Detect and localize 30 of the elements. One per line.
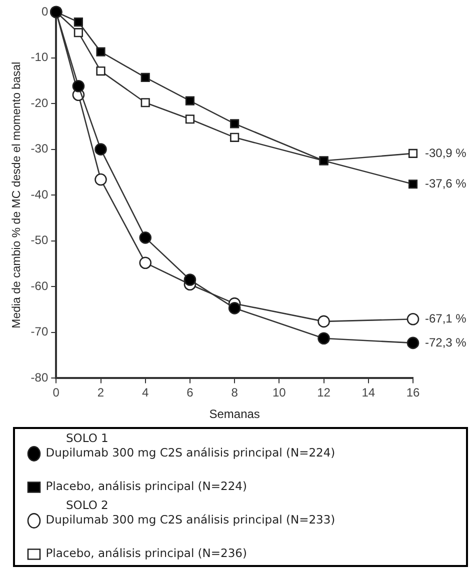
y-tick-label: -80	[30, 370, 48, 385]
x-tick-label: 2	[97, 386, 104, 400]
text: SOLO 1	[66, 431, 108, 446]
legend-label: Placebo, análisis principal (N=236)	[46, 546, 247, 560]
data-label: -30,9 %	[425, 146, 467, 160]
y-tick-label: -30	[30, 142, 48, 156]
y-tick-label: 0	[41, 4, 48, 18]
x-tick-label: 10	[272, 386, 286, 400]
x-tick-label: 16	[406, 386, 420, 400]
x-tick-label: 4	[142, 386, 150, 400]
legend-label: Placebo, análisis principal (N=224)	[46, 479, 247, 494]
x-axis-title: Semanas	[209, 407, 260, 422]
x-tick-label: 8	[231, 386, 238, 400]
y-axis-title: Media de cambio % de MC desde el momento basal	[11, 62, 24, 328]
data-label: -67,1 %	[425, 311, 467, 326]
x-tick-label: 12	[317, 386, 331, 400]
y-tick-label: -50	[30, 233, 48, 248]
y-tick-label: -60	[30, 278, 48, 293]
x-tick-label: 6	[186, 386, 194, 400]
legend-label: Dupilumab 300 mg C2S análisis principal (N=233)	[46, 512, 336, 527]
x-tick-label: 0	[52, 386, 60, 400]
x-tick-label: 14	[362, 386, 376, 400]
legend-label: Dupilumab 300 mg C2S análisis principal (N=224)	[46, 446, 336, 460]
y-tick-label: -20	[30, 96, 48, 110]
text: SOLO 2	[66, 498, 108, 512]
data-label: -37,6 %	[425, 176, 467, 190]
y-tick-label: -40	[30, 187, 48, 202]
y-tick-label: -10	[30, 50, 48, 64]
y-tick-label: -70	[30, 324, 48, 339]
data-label: -72,3 %	[425, 335, 467, 350]
